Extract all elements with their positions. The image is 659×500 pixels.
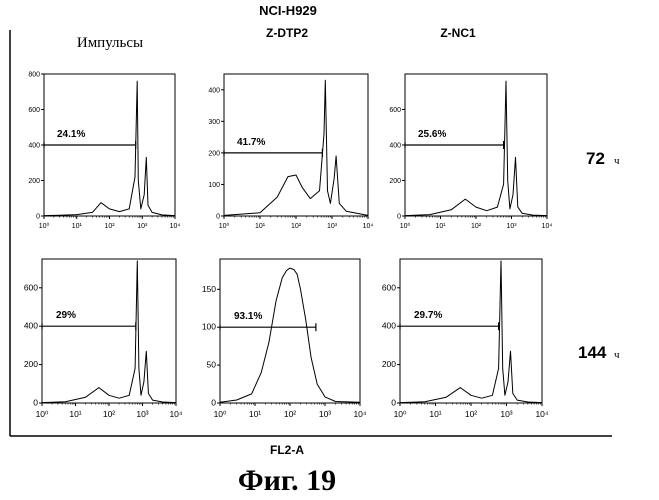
x-tick-label: 10² — [104, 223, 115, 230]
gate-percent-label: 41.7% — [237, 137, 265, 148]
y-tick-label: 0 — [33, 398, 38, 408]
x-tick-label: 10⁰ — [214, 409, 227, 419]
row-unit-0: ч — [614, 155, 620, 167]
y-tick-label: 400 — [208, 87, 220, 94]
y-tick-label: 600 — [28, 107, 40, 114]
gate-percent-label: 25.6% — [418, 129, 446, 140]
x-tick-label: 10³ — [136, 409, 148, 419]
histogram-curve — [399, 260, 543, 404]
x-axis-label: FL2-A — [270, 443, 304, 457]
column-label-1: Z-DTP2 — [266, 26, 308, 40]
x-tick-label: 10² — [465, 409, 477, 419]
y-tick-label: 0 — [36, 214, 40, 221]
cell-line-title: NCI-H929 — [259, 3, 317, 18]
column-label-2: Z-NC1 — [440, 26, 476, 40]
gate-percent-label: 29% — [56, 310, 76, 321]
row-time-1: 144 — [578, 343, 607, 362]
y-tick-label: 200 — [389, 178, 401, 185]
y-tick-label: 200 — [28, 178, 40, 185]
y-tick-label: 0 — [397, 214, 401, 221]
histogram-panel-0-0: 0 200 400 600 800 10⁰ 10¹ 10² 10³ 10⁴ 24.1% — [28, 72, 180, 231]
y-tick-label: 300 — [208, 119, 220, 126]
x-tick-label: 10³ — [327, 223, 338, 230]
x-tick-label: 10² — [103, 409, 115, 419]
x-tick-label: 10⁰ — [394, 409, 407, 419]
y-tick-label: 200 — [24, 359, 38, 369]
y-tick-label: 50 — [207, 360, 217, 370]
x-tick-label: 10⁰ — [219, 222, 230, 230]
x-tick-label: 10¹ — [69, 409, 81, 419]
x-tick-label: 10¹ — [255, 223, 266, 230]
row-unit-1: ч — [614, 349, 620, 361]
y-tick-label: 600 — [382, 282, 396, 292]
y-tick-label: 0 — [391, 398, 396, 408]
x-tick-label: 10⁰ — [39, 222, 50, 230]
y-tick-label: 200 — [382, 359, 396, 369]
x-tick-label: 10² — [471, 223, 482, 230]
histogram-curve — [43, 80, 176, 217]
x-tick-label: 10¹ — [429, 409, 441, 419]
figure-caption: Фиг. 19 — [238, 464, 336, 497]
plot-frame — [219, 258, 361, 404]
x-tick-label: 10⁴ — [170, 223, 181, 230]
x-tick-label: 10⁰ — [36, 409, 49, 419]
histogram-panel-1-0: 0 200 400 600 10⁰ 10¹ 10² 10³ 10⁴ 29% — [24, 258, 183, 419]
x-tick-label: 10¹ — [72, 223, 83, 230]
y-tick-label: 400 — [24, 321, 38, 331]
gate-percent-label: 93.1% — [234, 311, 262, 322]
y-tick-label: 600 — [24, 282, 38, 292]
x-tick-label: 10⁴ — [542, 223, 553, 230]
histogram-curve — [219, 267, 361, 403]
gate-percent-label: 29.7% — [414, 310, 442, 321]
histogram-curve — [223, 79, 369, 216]
x-tick-label: 10⁴ — [169, 409, 182, 419]
y-tick-label: 600 — [389, 107, 401, 114]
x-tick-label: 10¹ — [435, 223, 446, 230]
histogram-panel-0-1: 0 100 200 300 400 10⁰ 10¹ 10² 10³ 10⁴ 41.7% — [208, 73, 374, 230]
histogram-panel-0-2: 0 200 400 600 10⁰ 10¹ 10² 10³ 10⁴ 25.6% — [389, 73, 553, 230]
y-tick-label: 0 — [211, 398, 216, 408]
histogram-panel-1-1: 0 50 100 150 10⁰ 10¹ 10² 10³ 10⁴ 93.1% — [202, 258, 367, 419]
histogram-panel-1-2: 0 200 400 600 10⁰ 10¹ 10² 10³ 10⁴ 29.7% — [382, 258, 549, 419]
y-tick-label: 150 — [202, 284, 216, 294]
plot-frame — [399, 258, 543, 404]
plot-frame — [41, 258, 177, 404]
x-tick-label: 10³ — [500, 409, 512, 419]
histogram-curve — [41, 260, 177, 404]
y-tick-label: 100 — [208, 182, 220, 189]
y-tick-label: 0 — [216, 214, 220, 221]
x-tick-label: 10⁴ — [535, 409, 548, 419]
y-tick-label: 400 — [382, 321, 396, 331]
x-tick-label: 10³ — [137, 223, 148, 230]
y-tick-label: 200 — [208, 150, 220, 157]
x-tick-label: 10⁴ — [363, 223, 374, 230]
x-tick-label: 10³ — [506, 223, 517, 230]
y-tick-label: 400 — [389, 143, 401, 150]
x-tick-label: 10⁴ — [353, 409, 366, 419]
histogram-grid: 0 200 400 600 800 10⁰ 10¹ 10² 10³ 10⁴ 24.1% 0 100 200… — [24, 72, 553, 420]
gate-percent-label: 24.1% — [57, 129, 85, 140]
row-time-0: 72 — [586, 149, 605, 168]
histogram-curve — [404, 80, 548, 217]
column-label-0: Импульсы — [77, 35, 143, 51]
x-tick-label: 10³ — [319, 409, 331, 419]
x-tick-label: 10⁰ — [400, 222, 411, 230]
x-tick-label: 10² — [284, 409, 296, 419]
y-tick-label: 400 — [28, 143, 40, 150]
y-tick-label: 100 — [202, 322, 216, 332]
y-tick-label: 800 — [28, 72, 40, 79]
x-tick-label: 10¹ — [249, 409, 261, 419]
x-tick-label: 10² — [291, 223, 302, 230]
